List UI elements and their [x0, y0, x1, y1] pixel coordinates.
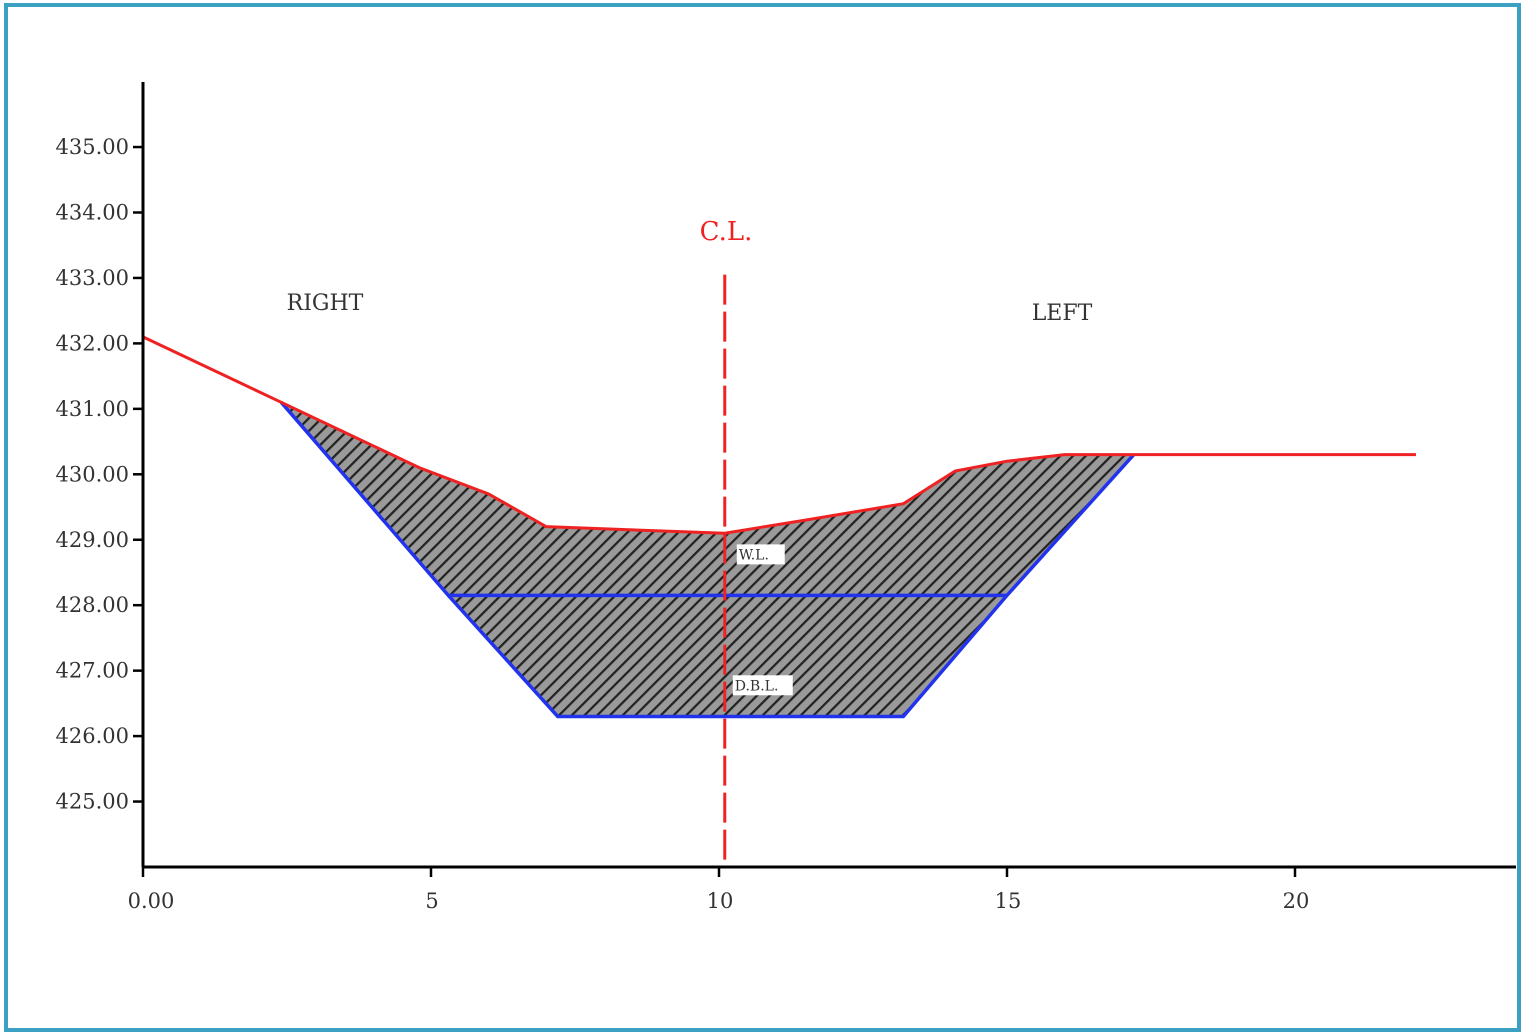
y-tick-label: 426.00 [56, 724, 129, 748]
x-tick-label: 10 [707, 889, 734, 913]
excavation-profile-line [279, 401, 1136, 719]
x-tick-label: 15 [995, 889, 1022, 913]
y-tick-label: 425.00 [56, 790, 129, 814]
x-tick-label: 5 [425, 889, 438, 913]
y-tick-label: 432.00 [56, 331, 129, 355]
chart-frame [4, 3, 1521, 1032]
water-level-label: W.L. [739, 547, 769, 563]
right-side-label: RIGHT [287, 291, 364, 316]
left-side-label: LEFT [1032, 301, 1093, 326]
y-tick-label: 430.00 [56, 462, 129, 486]
excavation-hatch-area [281, 402, 1134, 717]
y-tick-label: 434.00 [56, 201, 129, 225]
x-tick-label: 20 [1283, 889, 1310, 913]
y-tick-label: 433.00 [56, 266, 129, 290]
bed-level-label: D.B.L. [735, 678, 779, 694]
y-tick-label: 429.00 [56, 528, 129, 552]
x-tick-label: 0.00 [128, 889, 175, 913]
y-tick-label: 428.00 [56, 593, 129, 617]
water-level-label-bg [736, 544, 785, 565]
y-tick-label: 431.00 [56, 397, 129, 421]
centerline-label: C.L. [700, 217, 753, 247]
y-tick-label: 435.00 [56, 135, 129, 159]
ground-profile-line [142, 335, 1416, 535]
bed-level-label-bg [732, 675, 793, 696]
y-tick-label: 427.00 [56, 659, 129, 683]
